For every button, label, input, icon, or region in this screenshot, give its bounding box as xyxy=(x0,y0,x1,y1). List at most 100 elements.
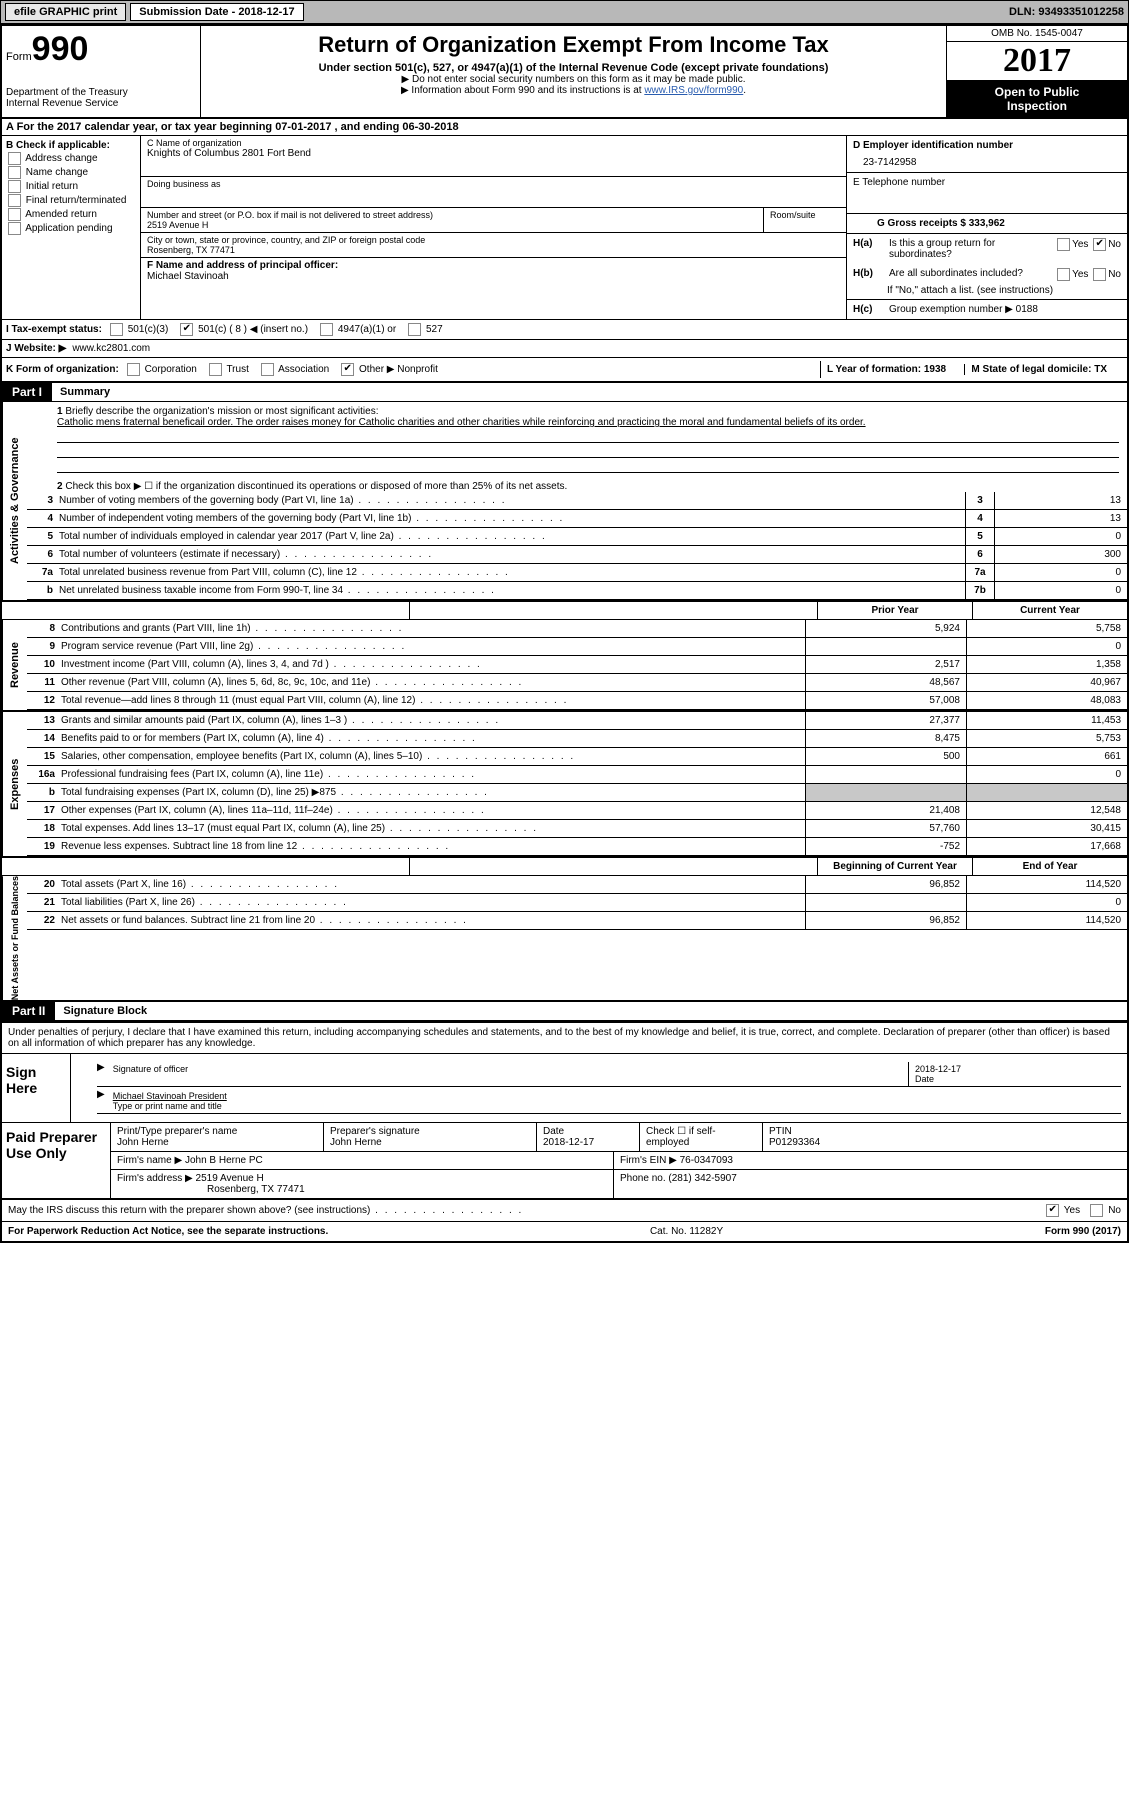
money-line: 15Salaries, other compensation, employee… xyxy=(27,748,1127,766)
part1-text: Summary xyxy=(52,386,110,398)
omb-number: OMB No. 1545-0047 xyxy=(947,26,1127,42)
ha-label: H(a) xyxy=(853,238,889,260)
money-line: 8Contributions and grants (Part VIII, li… xyxy=(27,620,1127,638)
top-bar: efile GRAPHIC print Submission Date - 20… xyxy=(0,0,1129,24)
line-a: A For the 2017 calendar year, or tax yea… xyxy=(2,119,1127,136)
money-line: 17Other expenses (Part IX, column (A), l… xyxy=(27,802,1127,820)
hb-text: Are all subordinates included? xyxy=(889,268,1055,281)
irs-discuss-row: May the IRS discuss this return with the… xyxy=(2,1200,1127,1222)
chk-other[interactable] xyxy=(341,363,354,376)
activities-governance: Activities & Governance 1 Briefly descri… xyxy=(2,402,1127,602)
firm-name-label: Firm's name ▶ xyxy=(117,1155,182,1166)
summary-line: 5Total number of individuals employed in… xyxy=(27,528,1127,546)
tab-expenses: Expenses xyxy=(2,712,27,856)
form-container: Form 990 Department of the Treasury Inte… xyxy=(0,24,1129,1243)
chk-name-change[interactable]: Name change xyxy=(6,166,136,179)
irs-yes[interactable] xyxy=(1046,1204,1059,1217)
subtitle-1: Under section 501(c), 527, or 4947(a)(1)… xyxy=(209,62,938,74)
irs-discuss-q: May the IRS discuss this return with the… xyxy=(8,1205,1044,1216)
row-j: J Website: ▶ www.kc2801.com xyxy=(2,339,1127,357)
revenue-block: Revenue 8Contributions and grants (Part … xyxy=(2,620,1127,712)
f-label: F Name and address of principal officer: xyxy=(147,260,840,271)
pp-sig: John Herne xyxy=(330,1137,530,1148)
money-line: 20Total assets (Part X, line 16)96,85211… xyxy=(27,876,1127,894)
chk-trust[interactable] xyxy=(209,363,222,376)
m-state: M State of legal domicile: TX xyxy=(964,364,1107,375)
pp-name-label: Print/Type preparer's name xyxy=(117,1126,317,1137)
org-name: Knights of Columbus 2801 Fort Bend xyxy=(147,148,840,159)
part1-badge: Part I xyxy=(2,383,52,401)
h-ifno: If "No," attach a list. (see instruction… xyxy=(847,285,1127,299)
section-d-e-g-h: D Employer identification number 23-7142… xyxy=(846,136,1127,319)
chk-initial-return[interactable]: Initial return xyxy=(6,180,136,193)
money-line: 12Total revenue—add lines 8 through 11 (… xyxy=(27,692,1127,710)
current-year-header: Current Year xyxy=(972,602,1127,619)
tab-activities: Activities & Governance xyxy=(2,402,27,600)
chk-corp[interactable] xyxy=(127,363,140,376)
efile-print-button[interactable]: efile GRAPHIC print xyxy=(5,3,126,21)
pp-sig-label: Preparer's signature xyxy=(330,1126,530,1137)
summary-line: bNet unrelated business taxable income f… xyxy=(27,582,1127,600)
chk-final-return[interactable]: Final return/terminated xyxy=(6,194,136,207)
pp-date: 2018-12-17 xyxy=(543,1137,633,1148)
ha-text: Is this a group return for subordinates? xyxy=(889,238,1055,260)
subtitle-2a: ▶ Do not enter social security numbers o… xyxy=(209,74,938,85)
addr-label: Number and street (or P.O. box if mail i… xyxy=(147,210,757,220)
sign-here-block: Sign Here Signature of officer 2018-12-1… xyxy=(2,1053,1127,1123)
pp-self-employed[interactable]: Check ☐ if self-employed xyxy=(640,1123,763,1151)
phone: (281) 342-5907 xyxy=(668,1173,736,1184)
money-line: 21Total liabilities (Part X, line 26)0 xyxy=(27,894,1127,912)
mission-text: Catholic mens fraternal beneficail order… xyxy=(57,417,1119,428)
d-label: D Employer identification number xyxy=(853,140,1121,151)
chk-app-pending[interactable]: Application pending xyxy=(6,222,136,235)
firm-ein-label: Firm's EIN ▶ xyxy=(620,1155,677,1166)
cat-no: Cat. No. 11282Y xyxy=(328,1226,1045,1237)
dln: DLN: 93493351012258 xyxy=(1009,6,1124,18)
block-b-c-d: B Check if applicable: Address change Na… xyxy=(2,136,1127,319)
ha-no[interactable] xyxy=(1093,238,1106,251)
hb-no[interactable] xyxy=(1093,268,1106,281)
tax-year: 2017 xyxy=(947,42,1127,81)
chk-501c[interactable] xyxy=(180,323,193,336)
paid-preparer-block: Paid Preparer Use Only Print/Type prepar… xyxy=(2,1123,1127,1200)
officer-name: Michael Stavinoah President xyxy=(113,1091,1119,1101)
chk-501c3[interactable] xyxy=(110,323,123,336)
ptin-label: PTIN xyxy=(769,1126,1121,1137)
prior-current-header: Prior Year Current Year xyxy=(2,602,1127,620)
row-i: I Tax-exempt status: 501(c)(3) 501(c) ( … xyxy=(2,319,1127,339)
chk-amended[interactable]: Amended return xyxy=(6,208,136,221)
end-year-header: End of Year xyxy=(972,858,1127,875)
chk-address-change[interactable]: Address change xyxy=(6,152,136,165)
dept-treasury: Department of the Treasury xyxy=(6,87,196,98)
prior-year-header: Prior Year xyxy=(817,602,972,619)
ha-yes[interactable] xyxy=(1057,238,1070,251)
part1-title: Part I Summary xyxy=(2,381,1127,402)
ptin: P01293364 xyxy=(769,1137,1121,1148)
row-k: K Form of organization: Corporation Trus… xyxy=(2,357,1127,381)
irs-no[interactable] xyxy=(1090,1204,1103,1217)
money-line: 18Total expenses. Add lines 13–17 (must … xyxy=(27,820,1127,838)
firm-name: John B Herne PC xyxy=(185,1155,263,1166)
chk-527[interactable] xyxy=(408,323,421,336)
irs-link[interactable]: www.IRS.gov/form990 xyxy=(644,85,743,96)
firm-addr-label: Firm's address ▶ xyxy=(117,1173,193,1184)
money-line: 19Revenue less expenses. Subtract line 1… xyxy=(27,838,1127,856)
chk-assoc[interactable] xyxy=(261,363,274,376)
chk-4947[interactable] xyxy=(320,323,333,336)
open-public-2: Inspection xyxy=(949,99,1125,113)
k-label: K Form of organization: xyxy=(6,364,119,375)
phone-label: Phone no. xyxy=(620,1173,666,1184)
line2-label: Check this box ▶ ☐ if the organization d… xyxy=(65,481,567,492)
money-line: 14Benefits paid to or for members (Part … xyxy=(27,730,1127,748)
part2-badge: Part II xyxy=(2,1002,55,1020)
firm-addr2: Rosenberg, TX 77471 xyxy=(117,1184,607,1195)
e-label: E Telephone number xyxy=(847,173,1127,214)
money-line: 11Other revenue (Part VIII, column (A), … xyxy=(27,674,1127,692)
hb-yes[interactable] xyxy=(1057,268,1070,281)
subtitle-2b-pre: ▶ Information about Form 990 and its ins… xyxy=(401,85,644,96)
ein: 23-7142958 xyxy=(853,151,1121,168)
type-name-label: Type or print name and title xyxy=(113,1101,1119,1111)
submission-date: Submission Date - 2018-12-17 xyxy=(130,3,303,21)
tab-netassets: Net Assets or Fund Balances xyxy=(2,876,27,1000)
city-label: City or town, state or province, country… xyxy=(147,235,840,245)
